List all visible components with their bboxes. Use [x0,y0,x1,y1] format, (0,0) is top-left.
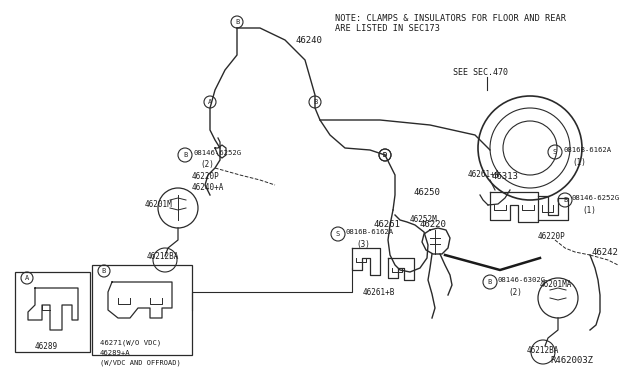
Text: 46240+A: 46240+A [192,183,225,192]
Text: 46220P: 46220P [538,232,566,241]
Text: 46201MA: 46201MA [540,280,572,289]
Text: A: A [208,99,212,105]
Text: 46289: 46289 [35,342,58,351]
Text: 46252M: 46252M [410,215,438,224]
Text: (3): (3) [356,240,370,249]
Text: 46242: 46242 [592,248,619,257]
Text: 46313: 46313 [492,172,519,181]
Text: S: S [553,149,557,155]
Text: ARE LISTED IN SEC173: ARE LISTED IN SEC173 [335,24,440,33]
Text: B: B [563,197,567,203]
Text: A: A [25,275,29,281]
Text: B: B [102,268,106,274]
Text: 08146-6252G: 08146-6252G [572,195,620,201]
Text: 0816B-6162A: 0816B-6162A [346,229,394,235]
Text: 46289+A: 46289+A [100,350,131,356]
Text: 46201M: 46201M [145,200,173,209]
Text: 46212BA: 46212BA [147,252,179,261]
Text: 46212BA: 46212BA [527,346,559,355]
Bar [15,272,90,352]
Text: 46261+B: 46261+B [363,288,396,297]
Text: B: B [183,152,187,158]
Text: B: B [235,19,239,25]
Text: B: B [313,99,317,105]
Text: 46271(W/O VDC): 46271(W/O VDC) [100,340,161,346]
Text: (2): (2) [200,160,214,169]
Text: NOTE: CLAMPS & INSULATORS FOR FLOOR AND REAR: NOTE: CLAMPS & INSULATORS FOR FLOOR AND … [335,14,566,23]
Text: D: D [383,152,387,158]
Text: D: D [383,152,387,158]
Text: SEE SEC.470: SEE SEC.470 [453,68,508,77]
Text: 46220P: 46220P [192,172,220,181]
Text: 46240: 46240 [296,36,323,45]
Text: (1): (1) [582,206,596,215]
Text: (W/VDC AND OFFROAD): (W/VDC AND OFFROAD) [100,360,180,366]
Text: (2): (2) [508,288,522,297]
Text: 46261: 46261 [373,220,400,229]
Text: 08146-6252G: 08146-6252G [193,150,241,156]
Text: 46250: 46250 [413,188,440,197]
Text: 08146-6302G: 08146-6302G [498,277,546,283]
Bar [92,265,192,355]
Text: S: S [336,231,340,237]
Text: B: B [488,279,492,285]
Text: R462003Z: R462003Z [550,356,593,365]
Text: 46261+A: 46261+A [468,170,500,179]
Text: (1): (1) [572,158,586,167]
Text: 46220: 46220 [420,220,447,229]
Text: 0816B-6162A: 0816B-6162A [563,147,611,153]
